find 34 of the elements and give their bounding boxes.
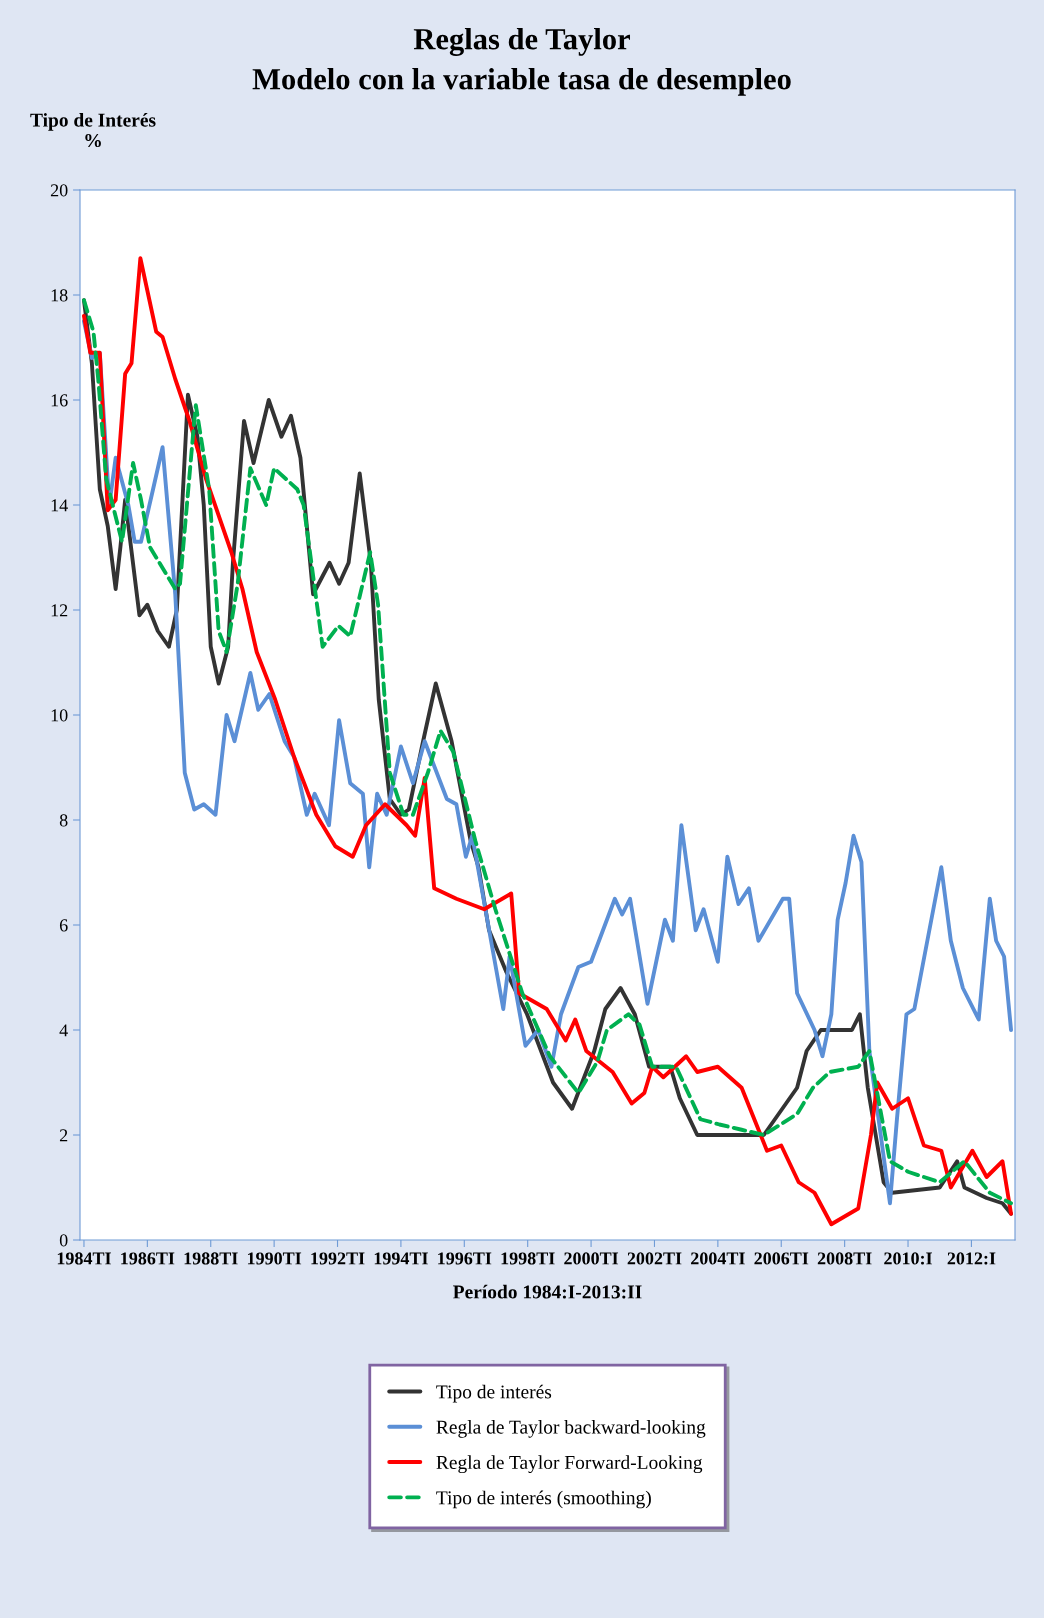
- chart-subtitle: Modelo con la variable tasa de desempleo: [252, 68, 791, 96]
- y-tick-label: 8: [59, 814, 68, 827]
- y-tick-label: 4: [59, 1024, 68, 1037]
- x-tick-label: 1998TI: [501, 1252, 555, 1265]
- legend-label: Tipo de interés: [436, 1384, 552, 1403]
- y-tick-label: 6: [59, 919, 68, 932]
- x-tick-label: 2002TI: [627, 1252, 682, 1265]
- y-axis-title: Tipo de Interés %: [30, 113, 156, 148]
- x-tick-label: 2004TI: [691, 1252, 745, 1265]
- x-tick-label: 1990TI: [247, 1252, 302, 1265]
- y-tick-label: 20: [50, 184, 68, 197]
- x-axis-title: Período 1984:I-2013:II: [453, 1284, 642, 1299]
- legend-label: Tipo de interés (smoothing): [436, 1490, 651, 1509]
- x-tick-label: 2000TI: [564, 1252, 619, 1265]
- x-tick-label: 1994TI: [374, 1252, 428, 1265]
- x-tick-label: 1986TI: [121, 1252, 175, 1265]
- y-tick-label: 0: [59, 1234, 68, 1247]
- x-tick-label: 2006TI: [754, 1252, 809, 1265]
- x-tick-label: 2010:I: [884, 1252, 932, 1265]
- y-tick-label: 18: [51, 289, 68, 302]
- x-tick-label: 1996TI: [438, 1252, 492, 1265]
- x-tick-label: 1992TI: [311, 1252, 365, 1265]
- chart-title: Reglas de Taylor: [413, 28, 631, 56]
- x-tick-label: 1988TI: [184, 1252, 238, 1265]
- x-tick-label: 2012:I: [947, 1252, 996, 1265]
- x-tick-label: 2008TI: [817, 1252, 872, 1265]
- legend-label: Regla de Taylor Forward-Looking: [436, 1455, 703, 1474]
- y-tick-label: 16: [51, 394, 68, 407]
- legend-label: Regla de Taylor backward-looking: [436, 1420, 706, 1438]
- x-tick-label: 1984TI: [57, 1252, 111, 1265]
- y-tick-label: 2: [59, 1129, 68, 1142]
- y-tick-label: 12: [51, 604, 68, 617]
- y-tick-label: 10: [51, 709, 68, 722]
- y-tick-label: 14: [51, 499, 68, 512]
